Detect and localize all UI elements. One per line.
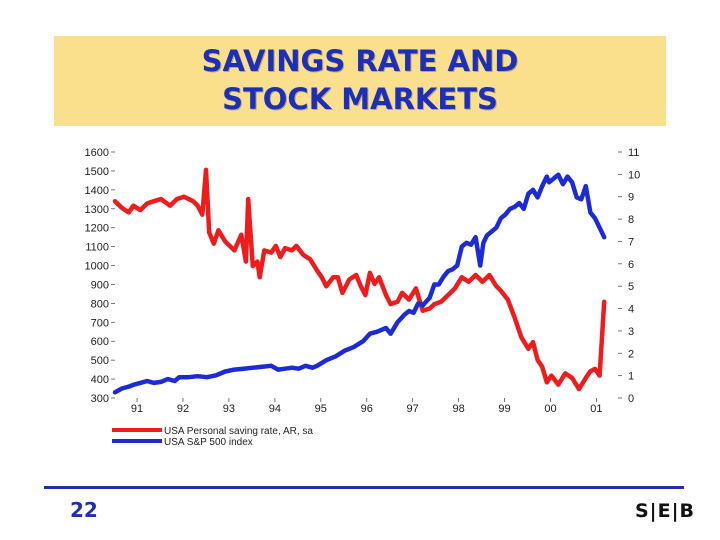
y-left-tick-label: 1600 (85, 147, 109, 159)
seb-logo: S|E|B (635, 500, 696, 522)
y-left-tick-label: 500 (91, 355, 109, 367)
y-right-tick-label: 4 (628, 304, 634, 316)
page-number: 22 (70, 498, 98, 522)
y-right-tick-label: 9 (628, 192, 634, 204)
y-left-tick-label: 800 (91, 298, 109, 310)
y-left-tick-label: 1500 (85, 166, 109, 178)
y-right-tick-label: 6 (628, 259, 634, 271)
x-tick-label: 99 (498, 403, 510, 415)
x-tick-label: 00 (544, 403, 556, 415)
x-tick-label: 92 (177, 403, 189, 415)
y-left-tick-label: 1400 (85, 185, 109, 197)
series-line-saving-rate (112, 167, 607, 392)
x-tick-label: 94 (269, 403, 281, 415)
footer-divider (44, 486, 684, 489)
slide-title-line-1: SAVINGS RATE AND (201, 44, 519, 78)
y-left-tick-label: 1000 (85, 261, 109, 273)
y-right-tick-label: 5 (628, 281, 634, 293)
line-chart: 3004005006007008009001000110012001300140… (85, 147, 641, 448)
y-right-tick-label: 10 (628, 169, 640, 181)
y-right-tick-label: 0 (628, 393, 634, 405)
y-left-tick-label: 400 (91, 374, 109, 386)
x-tick-label: 91 (131, 403, 143, 415)
title-banner: SAVINGS RATE AND STOCK MARKETS (54, 36, 666, 126)
x-tick-label: 93 (223, 403, 235, 415)
legend-label: USA Personal saving rate, AR, sa (164, 426, 313, 437)
y-left-tick-label: 900 (91, 279, 109, 291)
y-right-tick-label: 7 (628, 236, 634, 248)
y-left-tick-label: 1100 (85, 242, 109, 254)
y-right-tick-label: 2 (628, 348, 634, 360)
y-left-tick-label: 1300 (85, 204, 109, 216)
y-left-tick-label: 300 (91, 393, 109, 405)
series-line-sp500 (112, 172, 607, 395)
slide-title-line-2: STOCK MARKETS (222, 82, 498, 116)
x-tick-label: 97 (407, 403, 419, 415)
y-left-tick-label: 700 (91, 317, 109, 329)
x-tick-label: 95 (315, 403, 327, 415)
y-right-tick-label: 8 (628, 214, 634, 226)
y-right-tick-label: 1 (628, 371, 634, 383)
y-right-tick-label: 11 (628, 147, 639, 159)
y-left-tick-label: 1200 (85, 223, 109, 235)
legend-label: USA S&P 500 index (164, 437, 253, 448)
y-right-tick-label: 3 (628, 326, 634, 338)
x-tick-label: 01 (590, 403, 602, 415)
y-left-tick-label: 600 (91, 336, 109, 348)
x-tick-label: 96 (361, 403, 373, 415)
x-tick-label: 98 (452, 403, 464, 415)
